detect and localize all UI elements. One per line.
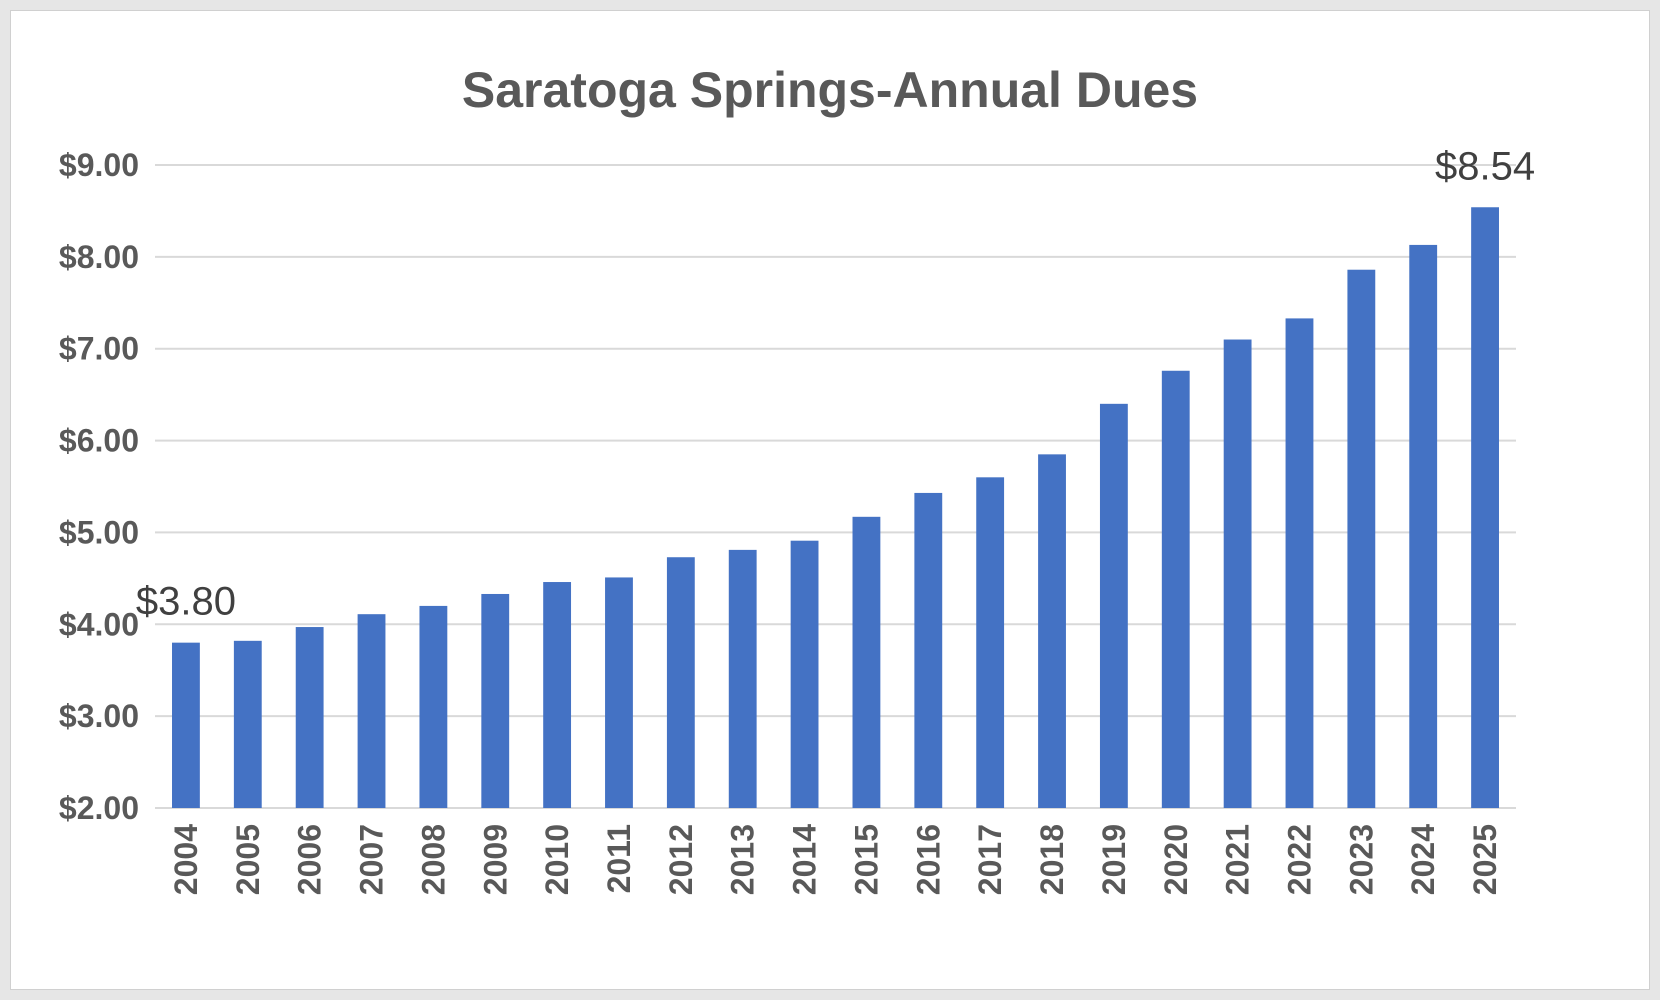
bar-2020 (1161, 370, 1190, 808)
x-tick-label: 2025 (1467, 824, 1503, 895)
x-tick-label: 2009 (477, 824, 513, 895)
x-tick-label: 2018 (1034, 824, 1070, 895)
x-tick-label: 2024 (1405, 824, 1441, 895)
x-tick-label: 2005 (230, 824, 266, 895)
bar-2006 (295, 627, 324, 808)
bar-2013 (728, 549, 757, 808)
bar-2007 (357, 614, 386, 808)
x-tick-label: 2013 (725, 824, 761, 895)
y-tick-label: $2.00 (59, 790, 139, 826)
bar-2009 (481, 593, 510, 808)
y-tick-label: $3.00 (59, 698, 139, 734)
x-tick-label: 2022 (1281, 824, 1317, 895)
x-tick-label: 2006 (292, 824, 328, 895)
x-tick-label: 2017 (972, 824, 1008, 895)
y-tick-label: $4.00 (59, 606, 139, 642)
bar-2018 (1038, 454, 1066, 808)
bar-chart: Saratoga Springs-Annual Dues $2.00 $3.00 $… (59, 62, 1535, 895)
bar-2004 (172, 642, 200, 808)
bar-2015 (852, 516, 881, 808)
bar-2008 (419, 605, 448, 808)
bar-2021 (1223, 339, 1252, 808)
bar-2019 (1099, 403, 1128, 808)
x-tick-label: 2004 (168, 824, 204, 895)
bar-2025 (1471, 207, 1499, 809)
x-tick-label: 2023 (1343, 824, 1379, 895)
x-tick-label: 2010 (539, 824, 575, 895)
x-tick-label: 2016 (910, 824, 946, 895)
bar-2010 (543, 582, 572, 808)
chart-frame: Saratoga Springs-Annual Dues $2.00 $3.00 $… (10, 10, 1650, 990)
chart-title: Saratoga Springs-Annual Dues (462, 62, 1198, 118)
x-tick-label: 2014 (787, 824, 823, 895)
bar-2022 (1285, 318, 1314, 808)
bar-2012 (666, 557, 695, 808)
bar-2016 (914, 492, 943, 808)
y-tick-label: $9.00 (59, 147, 139, 183)
x-tick-label: 2007 (354, 824, 390, 895)
bar-2014 (790, 540, 819, 808)
x-tick-label: 2012 (663, 824, 699, 895)
x-tick-label: 2021 (1220, 824, 1256, 895)
x-tick-label: 2015 (848, 824, 884, 895)
bar-2017 (976, 477, 1005, 808)
y-tick-label: $5.00 (59, 514, 139, 550)
data-label-2004: $3.80 (136, 580, 236, 624)
bar-2005 (233, 640, 262, 808)
bar-2011 (605, 577, 633, 808)
y-tick-label: $8.00 (59, 239, 139, 275)
bar-2023 (1347, 269, 1376, 808)
x-tick-label: 2020 (1158, 824, 1194, 895)
x-tick-label: 2008 (415, 824, 451, 895)
y-tick-label: $7.00 (59, 331, 139, 367)
bar-2024 (1409, 244, 1438, 808)
x-tick-label: 2019 (1096, 824, 1132, 895)
data-label-2025: $8.54 (1435, 144, 1535, 188)
x-tick-label: 2011 (601, 824, 637, 893)
y-tick-label: $6.00 (59, 423, 139, 459)
